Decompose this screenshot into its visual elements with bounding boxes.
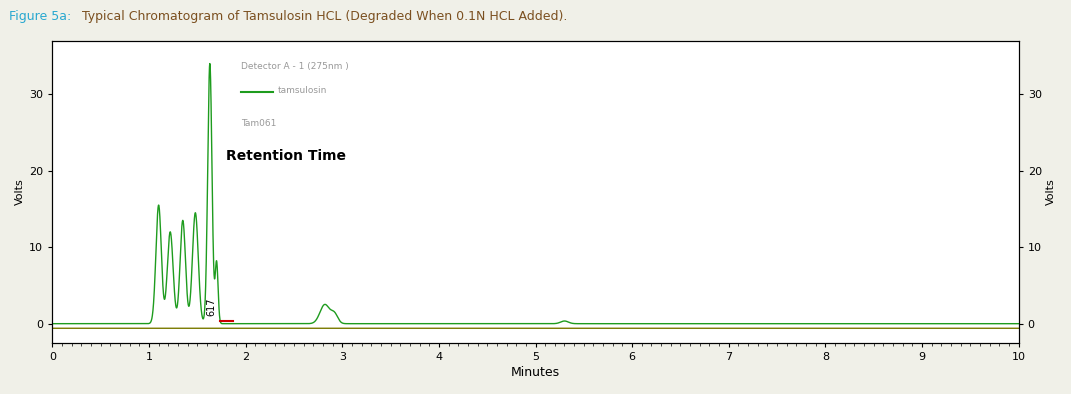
- Y-axis label: Volts: Volts: [15, 178, 25, 205]
- Text: Typical Chromatogram of Tamsulosin HCL (Degraded When 0.1N HCL Added).: Typical Chromatogram of Tamsulosin HCL (…: [78, 10, 568, 23]
- Text: tamsulosin: tamsulosin: [277, 86, 327, 95]
- Text: Detector A - 1 (275nm ): Detector A - 1 (275nm ): [241, 62, 348, 71]
- Text: Figure 5a:: Figure 5a:: [9, 10, 71, 23]
- Y-axis label: Volts: Volts: [1046, 178, 1056, 205]
- Text: Retention Time: Retention Time: [226, 149, 346, 164]
- Text: Tam061: Tam061: [241, 119, 276, 128]
- X-axis label: Minutes: Minutes: [511, 366, 560, 379]
- Text: 617: 617: [207, 297, 216, 316]
